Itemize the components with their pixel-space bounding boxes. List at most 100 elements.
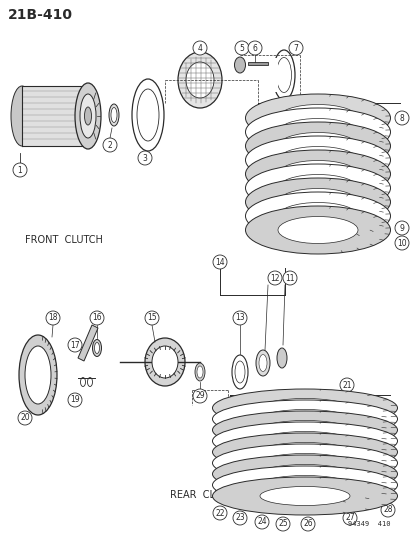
Ellipse shape [25, 346, 51, 404]
Circle shape [233, 311, 247, 325]
Ellipse shape [259, 464, 349, 483]
Circle shape [145, 311, 159, 325]
Text: 6: 6 [252, 44, 257, 52]
Text: FRONT  CLUTCH: FRONT CLUTCH [25, 235, 102, 245]
Circle shape [68, 393, 82, 407]
Circle shape [394, 236, 408, 250]
Ellipse shape [11, 86, 33, 146]
Ellipse shape [212, 422, 396, 460]
Circle shape [13, 163, 27, 177]
Circle shape [212, 506, 226, 520]
Text: 29: 29 [195, 392, 204, 400]
Ellipse shape [212, 455, 396, 493]
Ellipse shape [245, 150, 389, 198]
Text: 24: 24 [256, 518, 266, 527]
Ellipse shape [259, 409, 349, 429]
Circle shape [394, 221, 408, 235]
Ellipse shape [185, 62, 214, 98]
Ellipse shape [255, 350, 269, 376]
Circle shape [342, 511, 356, 525]
Text: 11: 11 [285, 273, 294, 282]
Text: 16: 16 [92, 313, 102, 322]
Ellipse shape [80, 377, 85, 386]
Ellipse shape [277, 203, 357, 230]
Ellipse shape [245, 206, 389, 254]
Circle shape [394, 111, 408, 125]
Ellipse shape [276, 348, 286, 368]
Circle shape [300, 517, 314, 531]
Ellipse shape [231, 355, 247, 389]
Text: 94349  410: 94349 410 [347, 521, 389, 527]
Ellipse shape [94, 343, 99, 353]
Circle shape [138, 151, 152, 165]
Ellipse shape [92, 340, 101, 357]
Text: 14: 14 [215, 257, 224, 266]
Circle shape [247, 41, 261, 55]
Ellipse shape [245, 192, 389, 240]
Ellipse shape [137, 89, 159, 141]
Ellipse shape [80, 94, 96, 138]
Text: 9: 9 [399, 223, 404, 232]
Ellipse shape [277, 104, 357, 132]
Text: 5: 5 [239, 44, 244, 52]
Bar [269, 58, 277, 92]
Text: 7: 7 [293, 44, 298, 52]
Text: 25: 25 [278, 520, 287, 529]
Circle shape [282, 271, 296, 285]
Text: 18: 18 [48, 313, 57, 322]
Text: 19: 19 [70, 395, 80, 405]
Polygon shape [78, 325, 98, 361]
Ellipse shape [212, 400, 396, 438]
Ellipse shape [145, 338, 185, 386]
Ellipse shape [277, 118, 357, 146]
Circle shape [254, 515, 268, 529]
Circle shape [192, 389, 206, 403]
Circle shape [339, 378, 353, 392]
Ellipse shape [277, 216, 357, 244]
Text: 26: 26 [302, 520, 312, 529]
Text: 1: 1 [18, 166, 22, 174]
Ellipse shape [277, 160, 357, 188]
Circle shape [18, 411, 32, 425]
Ellipse shape [75, 83, 101, 149]
Text: 17: 17 [70, 341, 80, 350]
Ellipse shape [212, 477, 396, 515]
Text: 10: 10 [396, 238, 406, 247]
Ellipse shape [259, 487, 349, 505]
Ellipse shape [245, 108, 389, 156]
Text: 21: 21 [342, 381, 351, 390]
Text: 28: 28 [382, 505, 392, 514]
Text: 20: 20 [20, 414, 30, 423]
Ellipse shape [212, 389, 396, 427]
Circle shape [68, 338, 82, 352]
Text: 27: 27 [344, 513, 354, 522]
Ellipse shape [212, 433, 396, 471]
Text: 15: 15 [147, 313, 157, 322]
Text: 3: 3 [142, 154, 147, 163]
Ellipse shape [276, 58, 291, 93]
Circle shape [192, 41, 206, 55]
Text: 13: 13 [235, 313, 244, 322]
Ellipse shape [19, 335, 57, 415]
Ellipse shape [259, 432, 349, 450]
Ellipse shape [197, 366, 202, 378]
Ellipse shape [245, 122, 389, 170]
Text: REAR  CLUTCH: REAR CLUTCH [170, 490, 240, 500]
Bar [22, 86, 88, 146]
Ellipse shape [152, 346, 178, 378]
Ellipse shape [272, 50, 294, 100]
Bar [247, 62, 267, 65]
Ellipse shape [234, 57, 245, 73]
Circle shape [103, 138, 117, 152]
Circle shape [380, 503, 394, 517]
Circle shape [275, 517, 289, 531]
Ellipse shape [109, 104, 119, 126]
Ellipse shape [259, 454, 349, 472]
Text: 21B-410: 21B-410 [8, 8, 73, 22]
Circle shape [46, 311, 60, 325]
Ellipse shape [259, 475, 349, 495]
Ellipse shape [245, 178, 389, 226]
Text: 2: 2 [107, 141, 112, 149]
Ellipse shape [111, 108, 117, 123]
Ellipse shape [259, 442, 349, 462]
